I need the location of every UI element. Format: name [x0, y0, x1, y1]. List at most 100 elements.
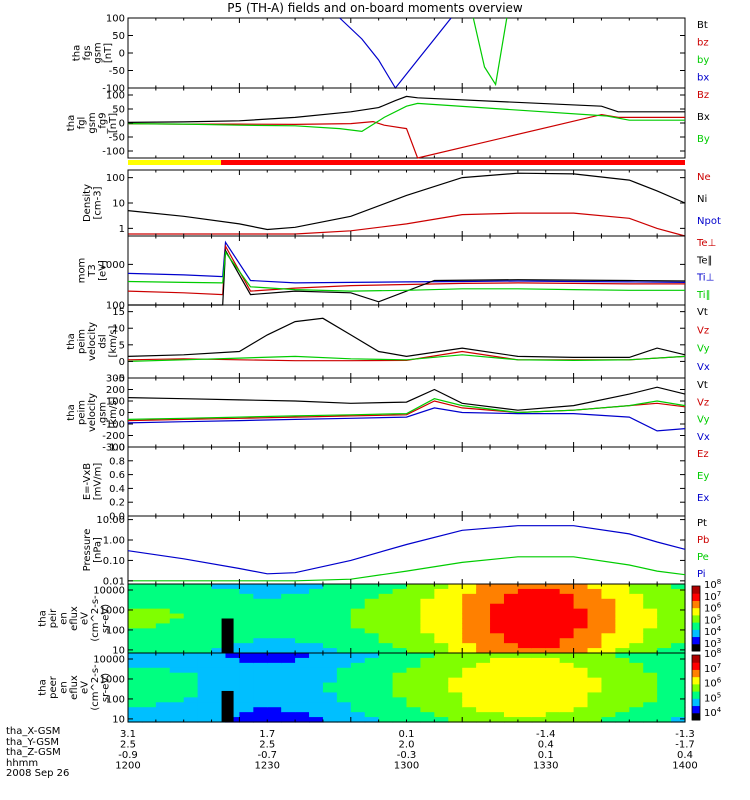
spectrogram-cell — [448, 717, 463, 723]
spectrogram-cell — [559, 648, 575, 654]
spectrogram-cell — [281, 657, 296, 664]
spectrogram-cell — [322, 588, 338, 595]
spectrogram-cell — [239, 692, 254, 698]
spectrogram-cell — [476, 672, 491, 679]
footer-label-x-gsm: tha_X-GSM — [6, 726, 61, 737]
spectrogram-cell — [601, 657, 616, 664]
spectrogram-cell — [420, 598, 435, 605]
spectrogram-cell — [406, 638, 422, 644]
spectrogram-cell — [657, 598, 672, 605]
spectrogram-cell — [657, 613, 672, 620]
series-line-temp-1 — [127, 244, 685, 296]
spectrogram-cell — [601, 608, 616, 615]
spectrogram-cell — [183, 657, 199, 664]
spectrogram-cell — [169, 672, 185, 679]
spectrogram-cell — [629, 717, 644, 723]
spectrogram-cell — [517, 667, 533, 674]
spectrogram-cell — [295, 702, 310, 708]
spectrogram-cell — [629, 588, 644, 595]
colorbar-swatch — [692, 586, 700, 594]
legend-entry-efield: Ez — [697, 449, 709, 460]
legend-entry-density: Npot — [697, 216, 721, 227]
spectrogram-cell — [211, 628, 227, 634]
spectrogram-cell — [629, 643, 644, 649]
spectrogram-cell — [517, 702, 533, 708]
spectrogram-cell — [406, 667, 422, 674]
spectrogram-cell — [364, 623, 380, 629]
spectrogram-cell — [643, 648, 658, 654]
spectrogram-cell — [587, 638, 603, 644]
spectrogram-cell — [267, 638, 282, 644]
spectrogram-cell — [364, 667, 380, 674]
spectrogram-cell — [573, 702, 589, 708]
spectrogram-cell — [267, 682, 282, 689]
spectrogram-cell — [322, 623, 338, 629]
spectrogram-cell — [476, 712, 491, 718]
spectrogram-cell — [406, 687, 422, 694]
spectrogram-cell — [615, 657, 630, 664]
spectrogram-cell — [225, 657, 240, 664]
spectrogram-cell — [253, 608, 268, 615]
colorbar-swatch — [692, 691, 700, 699]
series-line-fgl-0 — [127, 95, 685, 123]
spectrogram-cell — [406, 598, 422, 605]
spectrogram-cell — [141, 628, 157, 634]
spectrogram-cell — [295, 598, 310, 605]
y-tick-label: 0 — [119, 408, 125, 419]
spectrogram-cell — [169, 687, 185, 694]
spectrogram-cell — [462, 603, 477, 610]
spectrogram-cell — [295, 608, 310, 615]
y-axis-title-line: velocity — [87, 393, 98, 432]
spectrogram-cell — [267, 687, 282, 694]
spectrogram-cell — [239, 613, 254, 620]
spectrogram-cell — [364, 643, 380, 649]
spectrogram-cell — [587, 682, 603, 689]
spectrogram-cell — [281, 667, 296, 674]
spectrogram-cell — [448, 653, 463, 659]
series-line-pressure-1 — [128, 556, 686, 582]
spectrogram-cell — [420, 618, 435, 625]
colorbar-swatch — [692, 593, 700, 601]
spectrogram-cell — [434, 717, 449, 723]
spectrogram-cell — [573, 667, 589, 674]
spectrogram-cell — [169, 707, 185, 713]
spectrogram-cell — [350, 677, 366, 684]
spectrogram-cell — [128, 662, 143, 669]
spectrogram-cell — [420, 584, 435, 590]
spectrogram-cell — [295, 628, 310, 634]
spectrogram-cell — [490, 588, 505, 595]
spectrogram-cell — [531, 608, 547, 615]
spectrogram-cell — [657, 633, 672, 639]
spectrogram-cell — [573, 598, 589, 605]
spectrogram-cell — [503, 584, 519, 590]
spectrogram-cell — [197, 657, 213, 664]
spectrogram-cell — [559, 692, 575, 698]
spectrogram-cell — [322, 648, 338, 654]
spectrogram-cell — [378, 618, 394, 625]
panel-frame-vel2 — [127, 377, 686, 448]
footer-value: 1.7 — [259, 729, 275, 740]
spectrogram-cell — [671, 667, 686, 674]
spectrogram-cell — [253, 712, 268, 718]
spectrogram-cell — [350, 608, 366, 615]
spectrogram-cell — [350, 633, 366, 639]
spectrogram-cell — [462, 613, 477, 620]
spectrogram-cell — [531, 643, 547, 649]
spectrogram-cell — [378, 613, 394, 620]
spectrogram-cell — [434, 618, 449, 625]
spectrogram-cell — [281, 603, 296, 610]
spectrogram-cell — [629, 702, 644, 708]
spectrogram-cell — [671, 618, 686, 625]
spectrogram-cell — [490, 638, 505, 644]
spectrogram-cell — [615, 702, 630, 708]
spectrogram-cell — [601, 618, 616, 625]
y-axis-title-line: [km/s] — [108, 325, 119, 357]
spectrogram-cell — [225, 613, 240, 620]
spectrogram-cell — [615, 643, 630, 649]
footer-value: 1230 — [255, 761, 280, 772]
spectrogram-cell — [476, 618, 491, 625]
spectrogram-cell — [392, 598, 408, 605]
spectrogram-cell — [211, 677, 227, 684]
panel-frame-pressure — [127, 515, 686, 585]
spectrogram-cell — [629, 584, 644, 590]
